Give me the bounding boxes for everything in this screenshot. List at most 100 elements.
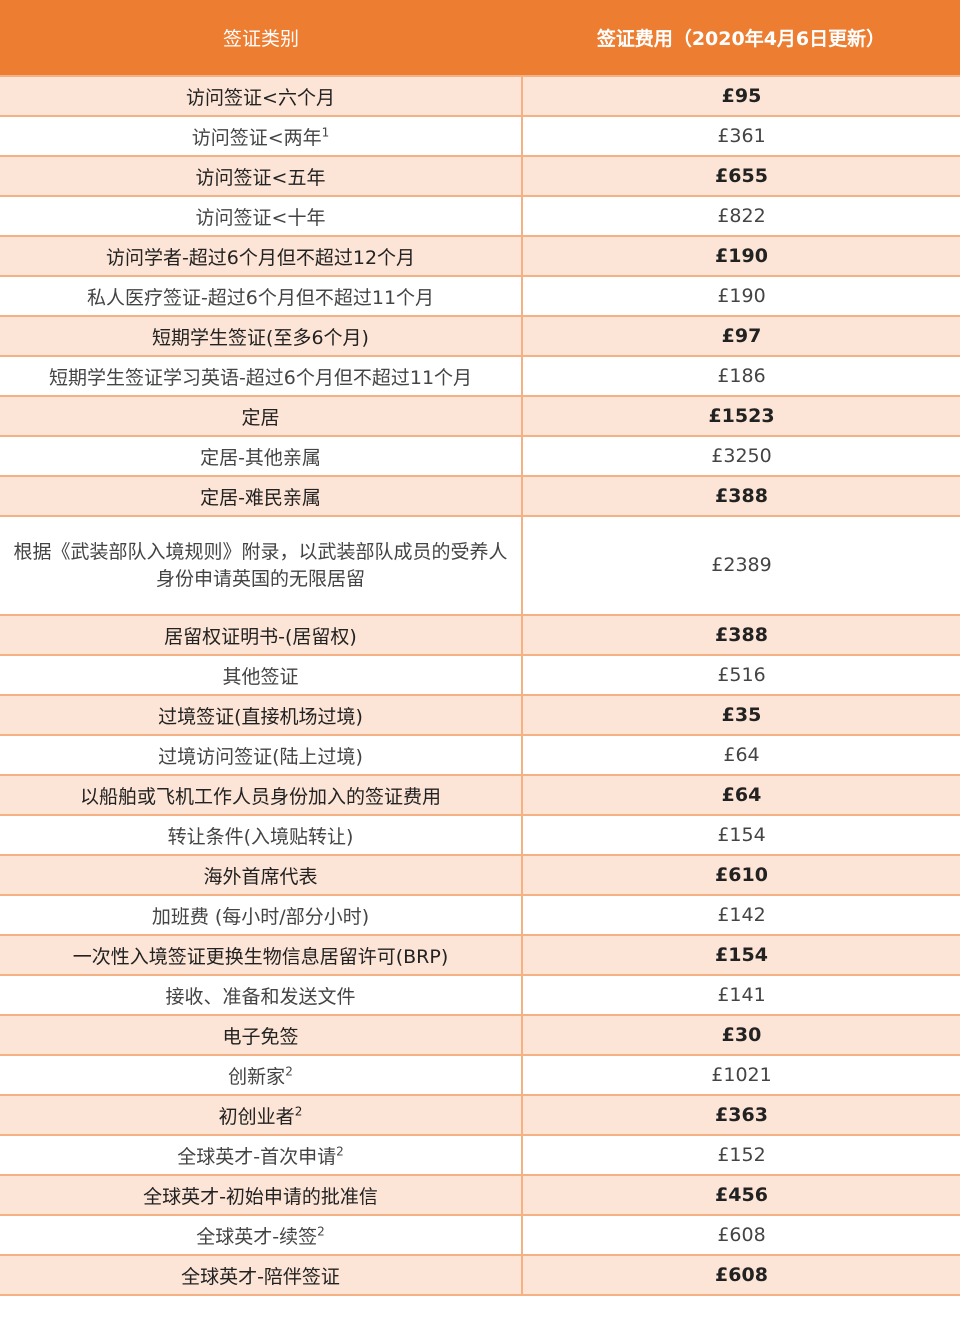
footnote-marker: 2 <box>294 1104 303 1119</box>
visa-category-cell: 加班费 (每小时/部分小时) <box>0 894 523 936</box>
visa-category-cell: 过境签证(直接机场过境) <box>0 694 523 736</box>
footnote-marker: 2 <box>336 1144 344 1159</box>
visa-category-cell: 短期学生签证(至多6个月) <box>0 315 523 357</box>
visa-fee: £610 <box>522 854 960 896</box>
visa-category-cell: 创新家2 <box>0 1054 523 1096</box>
visa-category: 根据《武装部队入境规则》附录，以武装部队成员的受养人身份申请英国的无限居留 <box>13 540 508 590</box>
table-row: 定居 £1523 <box>0 395 960 437</box>
table-row: 访问学者-超过6个月但不超过12个月 £190 <box>0 235 960 277</box>
visa-category-cell: 访问学者-超过6个月但不超过12个月 <box>0 235 523 277</box>
visa-category-cell: 根据《武装部队入境规则》附录，以武装部队成员的受养人身份申请英国的无限居留 <box>0 515 523 616</box>
visa-category: 过境签证(直接机场过境) <box>158 705 363 728</box>
header-fee: 签证费用（2020年4月6日更新） <box>522 0 960 77</box>
table-row: 转让条件(入境贴转让) £154 <box>0 814 960 856</box>
visa-category-cell: 全球英才-首次申请2 <box>0 1134 523 1176</box>
visa-category: 创新家 <box>228 1065 286 1088</box>
visa-category: 私人医疗签证-超过6个月但不超过11个月 <box>86 286 435 309</box>
visa-fee: £190 <box>522 235 960 277</box>
visa-fee: £3250 <box>522 435 960 477</box>
table-row: 全球英才-续签2 £608 <box>0 1214 960 1256</box>
visa-category: 以船舶或飞机工作人员身份加入的签证费用 <box>79 785 441 808</box>
visa-fee: £64 <box>522 734 960 776</box>
visa-category-cell: 接收、准备和发送文件 <box>0 974 523 1016</box>
visa-category: 电子免签 <box>222 1025 299 1048</box>
visa-category: 初创业者 <box>218 1105 295 1128</box>
visa-fee: £95 <box>522 75 960 117</box>
table-row: 全球英才-首次申请2 £152 <box>0 1134 960 1176</box>
visa-fee: £361 <box>522 115 960 157</box>
table-row: 接收、准备和发送文件 £141 <box>0 974 960 1016</box>
visa-fee: £30 <box>522 1014 960 1056</box>
visa-category: 访问签证<两年 <box>191 126 322 149</box>
visa-category: 定居-难民亲属 <box>200 486 321 509</box>
visa-fee: £456 <box>522 1174 960 1216</box>
table-row: 短期学生签证学习英语-超过6个月但不超过11个月 £186 <box>0 355 960 397</box>
visa-fee: £142 <box>522 894 960 936</box>
visa-category-cell: 定居-难民亲属 <box>0 475 523 517</box>
visa-category: 全球英才-续签 <box>196 1225 318 1248</box>
visa-category: 一次性入境签证更换生物信息居留许可(BRP) <box>72 945 449 968</box>
visa-category-cell: 电子免签 <box>0 1014 523 1056</box>
visa-category: 全球英才-陪伴签证 <box>181 1265 340 1288</box>
footnote-marker: 2 <box>285 1064 293 1079</box>
visa-category: 居留权证明书-(居留权) <box>164 625 357 648</box>
visa-category-cell: 短期学生签证学习英语-超过6个月但不超过11个月 <box>0 355 523 397</box>
visa-fee: £608 <box>522 1254 960 1296</box>
table-row: 海外首席代表 £610 <box>0 854 960 896</box>
visa-category-cell: 一次性入境签证更换生物信息居留许可(BRP) <box>0 934 523 976</box>
visa-category: 访问签证<五年 <box>195 166 326 189</box>
visa-fee: £35 <box>522 694 960 736</box>
table-row: 短期学生签证(至多6个月) £97 <box>0 315 960 357</box>
table-header: 签证类别 签证费用（2020年4月6日更新） <box>0 0 960 77</box>
table-row: 过境访问签证(陆上过境) £64 <box>0 734 960 776</box>
visa-fee: £141 <box>522 974 960 1016</box>
table-row: 过境签证(直接机场过境) £35 <box>0 694 960 736</box>
table-row: 初创业者2 £363 <box>0 1094 960 1136</box>
visa-category-cell: 其他签证 <box>0 654 523 696</box>
visa-category-cell: 私人医疗签证-超过6个月但不超过11个月 <box>0 275 523 317</box>
visa-category-cell: 海外首席代表 <box>0 854 523 896</box>
visa-fee: £64 <box>522 774 960 816</box>
visa-fee: £363 <box>522 1094 960 1136</box>
visa-category-cell: 访问签证<六个月 <box>0 75 523 117</box>
visa-fee: £822 <box>522 195 960 237</box>
table-row: 访问签证<十年 £822 <box>0 195 960 237</box>
visa-category-cell: 定居 <box>0 395 523 437</box>
visa-category: 海外首席代表 <box>203 865 318 888</box>
table-row: 创新家2 £1021 <box>0 1054 960 1096</box>
visa-category-cell: 转让条件(入境贴转让) <box>0 814 523 856</box>
visa-category: 短期学生签证(至多6个月) <box>152 326 369 349</box>
visa-category-cell: 访问签证<五年 <box>0 155 523 197</box>
visa-category: 转让条件(入境贴转让) <box>167 825 354 848</box>
table-row: 电子免签 £30 <box>0 1014 960 1056</box>
table-row: 居留权证明书-(居留权) £388 <box>0 614 960 656</box>
table-row: 以船舶或飞机工作人员身份加入的签证费用 £64 <box>0 774 960 816</box>
table-row: 全球英才-陪伴签证 £608 <box>0 1254 960 1296</box>
header-category: 签证类别 <box>0 0 522 77</box>
visa-category-cell: 居留权证明书-(居留权) <box>0 614 523 656</box>
table-row: 访问签证<六个月 £95 <box>0 75 960 117</box>
visa-fee-table: 签证类别 签证费用（2020年4月6日更新） 访问签证<六个月 £95 访问签证<两… <box>0 0 960 1296</box>
visa-category: 短期学生签证学习英语-超过6个月但不超过11个月 <box>48 366 473 389</box>
visa-category: 过境访问签证(陆上过境) <box>158 745 363 768</box>
visa-fee: £154 <box>522 934 960 976</box>
visa-category: 访问签证<十年 <box>195 206 326 229</box>
visa-category: 访问签证<六个月 <box>186 86 335 109</box>
visa-fee: £1523 <box>522 395 960 437</box>
visa-category-cell: 初创业者2 <box>0 1094 523 1136</box>
footnote-marker: 1 <box>321 125 330 140</box>
visa-fee: £388 <box>522 475 960 517</box>
visa-category: 加班费 (每小时/部分小时) <box>151 905 370 928</box>
visa-category: 全球英才-首次申请 <box>177 1145 337 1168</box>
table-row: 加班费 (每小时/部分小时) £142 <box>0 894 960 936</box>
visa-category-cell: 访问签证<十年 <box>0 195 523 237</box>
visa-fee: £97 <box>522 315 960 357</box>
visa-fee: £190 <box>522 275 960 317</box>
visa-category: 其他签证 <box>222 665 299 688</box>
visa-category: 全球英才-初始申请的批准信 <box>143 1185 378 1208</box>
table-row: 私人医疗签证-超过6个月但不超过11个月 £190 <box>0 275 960 317</box>
visa-category: 访问学者-超过6个月但不超过12个月 <box>105 246 416 269</box>
visa-category: 接收、准备和发送文件 <box>165 985 356 1008</box>
visa-category-cell: 过境访问签证(陆上过境) <box>0 734 523 776</box>
visa-category: 定居-其他亲属 <box>200 446 321 469</box>
